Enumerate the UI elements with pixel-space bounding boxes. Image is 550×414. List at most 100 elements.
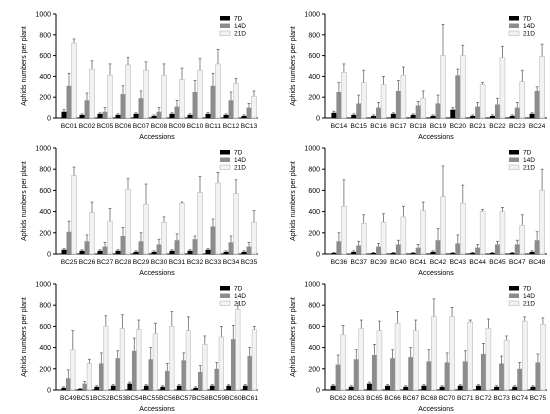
bar [251,95,257,119]
x-tick-label: BC43 [450,259,467,266]
x-tick-label: BC58 [192,395,209,402]
y-axis-title: Aphids numbers per plant [21,26,28,106]
bar [395,244,401,254]
x-tick-label: BC70 [439,395,456,402]
bar [192,239,198,254]
x-tick-label: BC45 [489,259,506,266]
bar [509,115,515,118]
bar [331,112,337,118]
legend-label: 14D [523,23,535,30]
bar [133,113,139,118]
bar [494,386,500,390]
bar [235,309,241,391]
y-tick-label: 400 [39,209,51,216]
bar [535,362,541,390]
bar [450,109,456,118]
y-tick-label: 1000 [35,146,51,153]
y-axis-title: Aphids numbers per plant [21,297,28,377]
y-tick-label: 400 [308,74,320,81]
bar [89,212,95,255]
y-tick-label: 1000 [304,146,320,153]
legend-swatch [219,164,231,170]
bar [205,113,211,118]
bar [156,111,162,118]
y-tick-label: 800 [308,303,320,310]
legend-label: 7D [523,286,532,293]
bar [143,385,149,390]
bar [89,68,95,119]
y-tick-label: 200 [39,95,51,102]
bar [440,196,446,255]
bar [119,328,125,391]
bar [214,368,220,390]
x-tick-label: BC62 [330,395,347,402]
y-axis-title: Aphids numbers per plant [21,161,28,241]
bar [169,250,175,254]
bar [197,371,203,390]
x-tick-label: BC16 [370,123,387,130]
bar [84,100,90,118]
bar [120,235,126,254]
x-tick-label: BC23 [509,123,526,130]
bar [115,250,121,254]
bar [530,386,536,390]
bar [450,252,456,254]
bar [475,106,481,118]
bar [494,104,500,118]
x-tick-label: BC35 [241,259,258,266]
bar [376,107,382,118]
bar [480,353,486,390]
bar [61,111,67,118]
bar [169,326,175,391]
bar [185,330,191,391]
legend-swatch [508,30,520,36]
bar [394,322,401,391]
bar [529,113,535,118]
y-tick-label: 0 [316,252,320,259]
x-tick-label: BC41 [410,259,427,266]
bar [420,210,426,255]
x-tick-label: BC73 [493,395,510,402]
bar [351,251,357,254]
x-tick-label: BC48 [529,259,546,266]
legend-swatch [508,300,520,306]
bar [151,115,157,118]
y-tick-label: 400 [308,209,320,216]
x-tick-label: BC60 [225,395,242,402]
bar [193,387,198,390]
x-tick-label: BC75 [530,395,547,402]
chart-panel: 0 200 400 600 800 1000 Aphids numbers per plan… [21,146,258,277]
bar [360,223,367,255]
legend-label: 14D [523,293,535,300]
x-tick-label: BC74 [512,395,529,402]
bar [440,55,446,119]
bar [197,192,203,255]
bar [353,359,359,390]
bar [519,225,526,255]
legend-swatch [509,16,519,21]
bar [66,231,72,254]
legend-label: 21D [234,165,246,172]
y-tick-label: 600 [308,53,320,60]
bar [455,75,461,118]
y-tick-label: 0 [47,252,51,259]
legend-label: 21D [523,301,535,308]
bar [489,252,495,254]
bar [410,114,416,118]
bar [133,251,139,254]
x-tick-label: BC12 [223,123,240,130]
x-tick-label: BC18 [410,123,427,130]
bar [503,339,510,391]
y-tick-label: 400 [39,345,51,352]
bar [230,339,236,390]
legend-swatch [509,286,519,291]
x-tick-label: BC49 [60,395,77,402]
x-tick-label: BC30 [151,259,168,266]
x-axis-title: Accessions [418,406,454,413]
legend-label: 7D [234,16,243,23]
bar [455,243,461,254]
bar [120,94,126,118]
legend-swatch [509,23,519,28]
x-tick-label: BC27 [97,259,114,266]
